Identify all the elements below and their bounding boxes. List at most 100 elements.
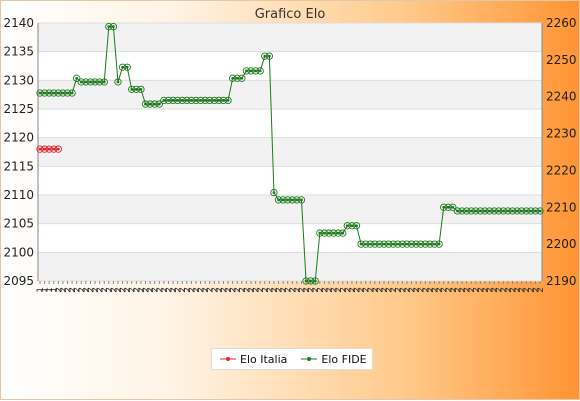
data-point-core-elo-fide [538, 209, 542, 213]
data-point-core-elo-fide [350, 224, 354, 228]
x-tick-label: 2 [430, 287, 440, 293]
legend-label-elo-fide: Elo FIDE [321, 352, 367, 366]
data-point-elo-fide [155, 100, 163, 108]
data-point-core-elo-fide [212, 99, 216, 102]
data-point-core-elo-fide [185, 99, 189, 102]
x-tick-label: 2 [105, 287, 115, 293]
data-point-core-elo-fide [194, 99, 198, 102]
x-tick-label: 2 [68, 287, 78, 293]
x-tick-label: 2 [408, 287, 418, 293]
data-point-core-elo-fide [529, 209, 533, 213]
x-tick-label: 2 [481, 287, 491, 293]
grid-band [38, 23, 542, 52]
right-tick-label: 2200 [546, 237, 577, 251]
x-tick-label: 2 [490, 287, 500, 293]
x-tick-label: 2 [449, 287, 459, 293]
x-tick-label: 2 [224, 287, 234, 293]
left-tick-label: 2110 [3, 188, 34, 202]
x-tick-label: 2 [348, 287, 358, 293]
data-point-core-elo-fide [534, 209, 537, 213]
x-tick-label: 2 [174, 287, 184, 293]
x-tick-label: 2 [453, 287, 463, 293]
legend-item-elo-fide[interactable]: Elo FIDE [301, 352, 367, 366]
x-tick-label: 2 [201, 287, 211, 293]
x-tick-label: 2 [132, 287, 142, 293]
data-point-core-elo-fide [428, 242, 432, 246]
data-point-core-elo-fide [38, 91, 42, 95]
x-tick-label: 2 [476, 287, 486, 293]
data-point-core-elo-fide [258, 69, 262, 73]
x-tick-label: 2 [73, 287, 83, 293]
data-point-elo-fide [114, 78, 122, 86]
data-point-core-elo-fide [373, 242, 377, 246]
data-point-core-elo-fide [226, 99, 230, 102]
data-point-core-elo-fide [300, 198, 303, 202]
x-tick-label: 2 [247, 287, 257, 293]
x-tick-label: 2 [508, 287, 518, 293]
x-tick-label: 2 [380, 287, 390, 293]
x-tick-label: 2 [288, 287, 298, 293]
data-point-core-elo-fide [61, 91, 65, 95]
x-tick-label: 2 [531, 287, 541, 293]
data-point-core-elo-fide [134, 87, 138, 91]
data-point-core-elo-fide [107, 25, 111, 29]
x-tick-label: 2 [100, 287, 110, 293]
x-tick-label: 2 [518, 287, 528, 293]
data-point-core-elo-fide [336, 231, 340, 235]
x-tick-label: 2 [206, 287, 216, 293]
data-point-core-elo-italia [47, 147, 51, 151]
data-point-core-elo-fide [313, 279, 317, 283]
data-point-core-elo-fide [423, 242, 427, 246]
data-point-core-elo-fide [56, 91, 60, 95]
x-tick-label: 2 [275, 287, 285, 293]
data-point-core-elo-fide [171, 99, 175, 102]
x-tick-label: 2 [435, 287, 445, 293]
grid-band [38, 195, 542, 224]
left-tick-label: 2130 [3, 73, 34, 87]
data-point-core-elo-fide [456, 209, 459, 213]
x-tick-label: 2 [499, 287, 509, 293]
data-point-core-elo-fide [121, 65, 124, 69]
data-point-core-elo-fide [254, 69, 257, 73]
data-point-core-elo-fide [497, 209, 501, 213]
chart-title: Grafico Elo [255, 7, 326, 22]
grid-band [38, 137, 542, 167]
data-point-core-elo-fide [267, 54, 271, 58]
data-point-core-elo-fide [203, 99, 207, 102]
data-point-core-elo-fide [478, 209, 482, 213]
data-point-elo-fide [68, 89, 76, 97]
data-point-core-elo-fide [382, 242, 386, 246]
x-tick-label: 2 [325, 287, 335, 293]
data-point-core-elo-fide [217, 99, 221, 102]
x-tick-label: 2 [421, 287, 431, 293]
x-tick-label: 2 [412, 287, 422, 293]
data-point-core-elo-fide [419, 242, 423, 246]
legend-item-elo-italia[interactable]: Elo Italia [220, 353, 287, 366]
data-point-core-elo-fide [157, 102, 161, 106]
data-point-core-elo-fide [199, 99, 202, 102]
x-tick-label: 2 [440, 287, 450, 293]
data-point-core-elo-fide [355, 224, 358, 228]
x-tick-label: 2 [444, 287, 454, 293]
x-tick-label: 2 [467, 287, 477, 293]
data-point-core-elo-fide [378, 242, 381, 246]
x-tick-label: 2 [96, 287, 106, 293]
x-tick-label: 2 [164, 287, 174, 293]
data-point-core-elo-fide [66, 91, 69, 95]
data-point-core-elo-fide [208, 99, 212, 102]
x-tick-label: 2 [343, 287, 353, 293]
data-point-core-elo-fide [437, 242, 441, 246]
x-tick-label: 2 [109, 287, 119, 293]
legend-label-elo-italia: Elo Italia [240, 352, 288, 366]
right-tick-label: 2260 [546, 16, 577, 30]
x-tick-label: 2 [334, 287, 344, 293]
data-point-core-elo-fide [414, 242, 418, 246]
data-point-elo-fide [536, 207, 544, 215]
x-tick-label: 2 [219, 287, 229, 293]
data-point-core-elo-fide [405, 242, 409, 246]
x-tick-label: 2 [128, 287, 138, 293]
data-point-core-elo-italia [38, 147, 42, 151]
data-point-core-elo-fide [387, 242, 391, 246]
data-point-core-elo-fide [318, 231, 322, 235]
